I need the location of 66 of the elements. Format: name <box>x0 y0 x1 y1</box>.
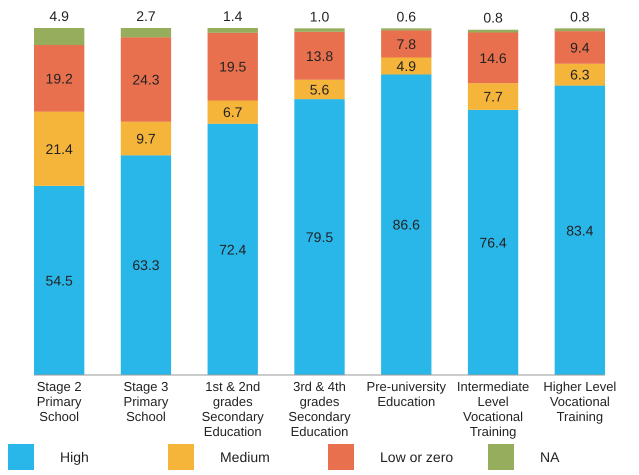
bar <box>208 124 258 375</box>
bar <box>468 110 518 375</box>
data-label: 13.8 <box>306 48 334 64</box>
bar <box>381 57 432 74</box>
legend-label: High <box>60 449 89 465</box>
data-label: 19.2 <box>46 70 74 86</box>
bar <box>34 186 84 375</box>
data-label: 1.0 <box>310 8 330 24</box>
data-label: 79.5 <box>306 229 334 246</box>
data-label: 24.3 <box>132 72 160 88</box>
data-label: 1.4 <box>222 8 243 24</box>
bar <box>208 28 258 33</box>
bar <box>381 30 432 58</box>
bar <box>294 32 345 80</box>
data-label: 7.8 <box>396 36 416 52</box>
data-label: 14.6 <box>479 50 507 66</box>
bar <box>120 155 172 375</box>
data-label: 0.6 <box>396 8 416 24</box>
legend-label: NA <box>540 449 560 465</box>
data-label: 63.3 <box>132 257 160 274</box>
bar <box>468 83 518 110</box>
data-label: 54.5 <box>46 272 74 288</box>
x-tick-label: Intermediate Level Vocational Training <box>456 379 530 439</box>
data-label: 9.4 <box>570 39 590 56</box>
data-label: 86.6 <box>392 216 420 233</box>
bar <box>554 64 605 86</box>
x-tick-label: Pre-university Education <box>366 379 447 409</box>
bar <box>34 45 84 112</box>
bar <box>120 122 172 156</box>
data-label: 4.9 <box>396 58 416 74</box>
bar <box>120 28 172 38</box>
bar <box>208 32 258 101</box>
data-label: 19.5 <box>219 58 247 75</box>
data-label: 83.4 <box>566 222 594 238</box>
data-label: 5.6 <box>310 81 330 98</box>
x-tick-label: 3rd & 4th grades Secondary Education <box>288 379 352 439</box>
x-tick-label: 1st & 2nd grades Secondary Education <box>202 379 264 439</box>
bar <box>468 30 518 33</box>
bar <box>294 28 345 32</box>
bar <box>294 99 345 375</box>
x-tick-label: Higher Level Vocational Training <box>543 379 616 424</box>
data-label: 6.7 <box>222 104 243 120</box>
bar <box>208 100 258 124</box>
data-label: 72.4 <box>219 241 247 258</box>
data-label: 0.8 <box>570 8 590 24</box>
data-label: 76.4 <box>479 234 507 250</box>
bar <box>294 80 345 100</box>
data-label: 7.7 <box>483 88 503 105</box>
bar <box>554 31 605 64</box>
data-label: 0.8 <box>483 10 503 26</box>
legend-label: Low or zero <box>380 449 454 465</box>
data-label: 9.7 <box>136 130 156 147</box>
bar <box>120 37 172 122</box>
bar <box>554 86 605 375</box>
bar <box>468 32 518 84</box>
bar <box>554 28 605 32</box>
bar <box>381 74 432 375</box>
data-label: 21.4 <box>46 140 74 157</box>
bar <box>34 28 84 46</box>
legend-label: Medium <box>220 449 270 465</box>
data-label: 4.9 <box>49 8 70 24</box>
data-label: 2.7 <box>136 8 156 24</box>
x-tick-label: Stage 3 Primary School <box>124 379 169 424</box>
bar <box>34 112 84 186</box>
data-label: 6.3 <box>570 66 590 83</box>
x-tick-label: Stage 2 Primary School <box>36 379 82 424</box>
